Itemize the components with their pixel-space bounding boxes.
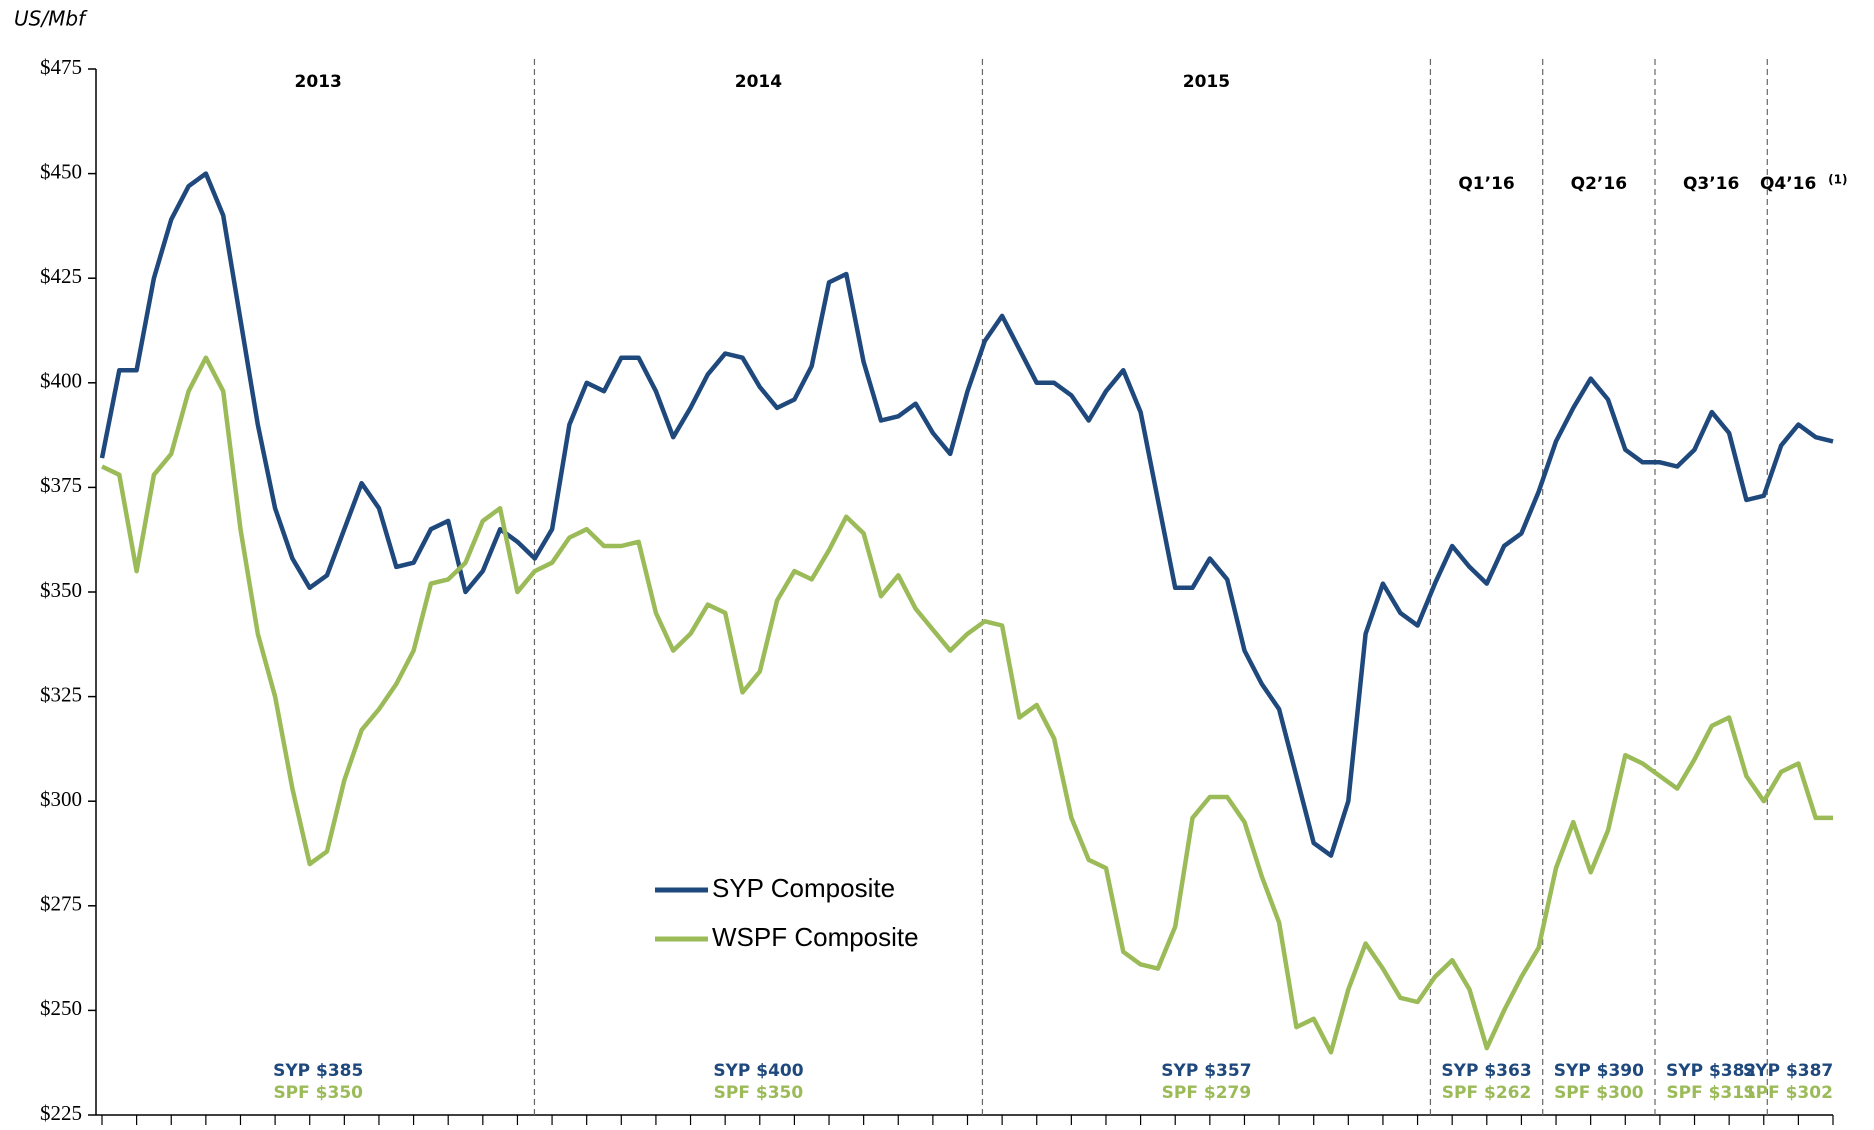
- y-tick-label: $450: [40, 159, 82, 183]
- summary-syp: SYP $363: [1441, 1061, 1531, 1081]
- y-tick-label: $375: [40, 473, 82, 497]
- summary-syp: SYP $387: [1743, 1061, 1833, 1081]
- y-tick-label: $225: [40, 1101, 82, 1125]
- y-tick-label: $325: [40, 682, 82, 706]
- series-line: [99, 171, 1834, 858]
- summary-spf: SPF $350: [273, 1083, 363, 1103]
- y-tick-label: $275: [40, 892, 82, 916]
- summary-spf: SPF $302: [1743, 1083, 1833, 1103]
- y-tick-label: $300: [40, 787, 82, 811]
- y-tick-label: $400: [40, 369, 82, 393]
- legend-label: WSPF Composite: [712, 922, 919, 952]
- period-label: 2014: [735, 72, 782, 92]
- axis-label: US/Mbf: [14, 7, 88, 31]
- period-note: (1): [1828, 173, 1847, 187]
- summary-spf: SPF $350: [714, 1083, 804, 1103]
- series-line: [101, 355, 1833, 1055]
- summary-spf: SPF $279: [1162, 1083, 1252, 1103]
- summary-syp: SYP $390: [1554, 1061, 1644, 1081]
- summary-syp: SYP $400: [713, 1061, 803, 1081]
- period-label: Q4’16: [1760, 174, 1816, 194]
- period-label: Q2’16: [1571, 174, 1627, 194]
- summary-syp: SYP $357: [1161, 1061, 1251, 1081]
- summary-syp: SYP $385: [273, 1061, 363, 1081]
- summary-spf: SPF $311: [1666, 1083, 1756, 1103]
- period-label: 2013: [295, 72, 342, 92]
- period-label: Q1’16: [1458, 174, 1514, 194]
- legend-label: SYP Composite: [712, 873, 895, 903]
- y-tick-label: $475: [40, 55, 82, 79]
- summary-spf: SPF $262: [1442, 1083, 1532, 1103]
- period-label: Q3’16: [1683, 174, 1739, 194]
- y-tick-label: $250: [40, 996, 82, 1020]
- y-tick-label: $350: [40, 578, 82, 602]
- summary-spf: SPF $300: [1554, 1083, 1644, 1103]
- summary-syp: SYP $382: [1666, 1061, 1756, 1081]
- y-tick-label: $425: [40, 264, 82, 288]
- period-label: 2015: [1183, 72, 1230, 92]
